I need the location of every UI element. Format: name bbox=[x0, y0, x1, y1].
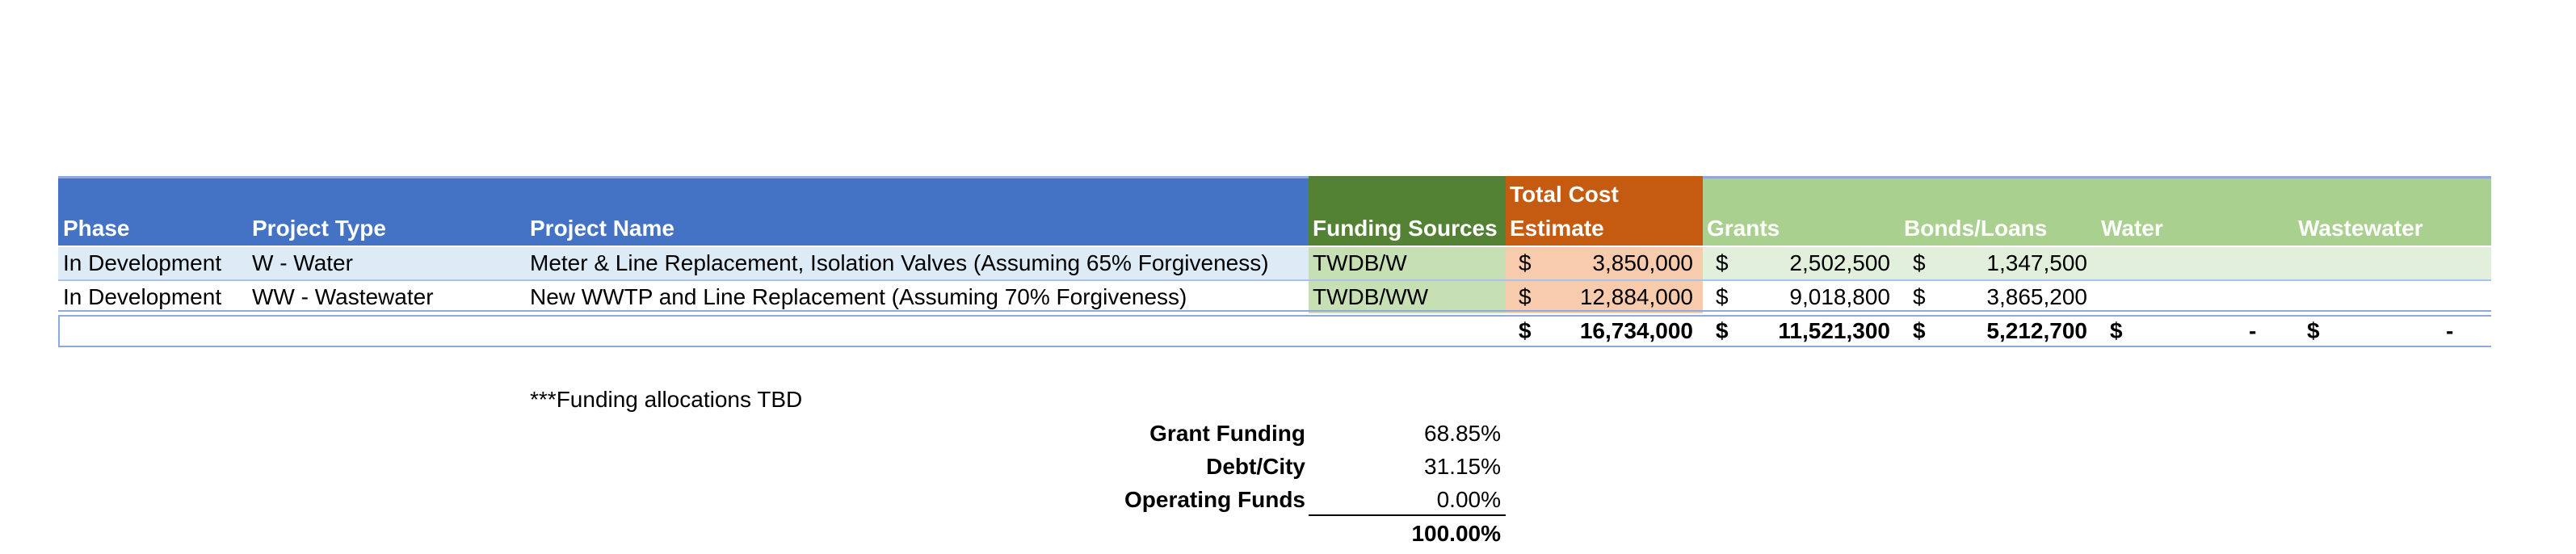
table-row-1-funding: TWDB/W bbox=[1313, 250, 1407, 275]
totals-wastewater-symbol: $ bbox=[2307, 318, 2320, 343]
summary-value-debt-city: 31.15% bbox=[1424, 454, 1501, 479]
totals-cost-symbol: $ bbox=[1519, 318, 1532, 343]
summary-label-grant-funding: Grant Funding bbox=[1149, 421, 1305, 446]
header-funding-sources: Funding Sources bbox=[1313, 216, 1498, 241]
header-wastewater: Wastewater bbox=[2298, 216, 2423, 241]
table-row-1-cost-symbol: $ bbox=[1519, 250, 1532, 275]
row2-funding-bg bbox=[1309, 281, 1506, 313]
header-border-blue bbox=[58, 176, 1309, 178]
totals-grants: 11,521,300 bbox=[1778, 318, 1890, 343]
row1-blue-bg bbox=[58, 247, 1309, 279]
table-row-2-bonds: 3,865,200 bbox=[1986, 284, 2087, 309]
funding-note: ***Funding allocations TBD bbox=[530, 387, 803, 412]
header-phase-bg bbox=[58, 176, 1309, 246]
table-row-1-grants-symbol: $ bbox=[1716, 250, 1729, 275]
summary-total: 100.00% bbox=[1411, 521, 1501, 546]
summary-label-debt-city: Debt/City bbox=[1206, 454, 1305, 479]
header-border-green bbox=[1703, 176, 2491, 178]
table-row-1-phase: In Development bbox=[63, 250, 222, 275]
table-row-2-cost-symbol: $ bbox=[1519, 284, 1532, 309]
table-row-1-name: Meter & Line Replacement, Isolation Valv… bbox=[530, 250, 1269, 275]
header-funding-bg bbox=[1309, 176, 1506, 246]
table-row-1-cost: 3,850,000 bbox=[1592, 250, 1693, 275]
header-water: Water bbox=[2101, 216, 2163, 241]
header-phase: Phase bbox=[63, 216, 130, 241]
header-total-cost-line2: Estimate bbox=[1510, 216, 1604, 241]
table-row-1-bonds: 1,347,500 bbox=[1986, 250, 2087, 275]
header-cost-bg bbox=[1506, 176, 1703, 246]
totals-water: - bbox=[2249, 318, 2257, 343]
totals-row-box bbox=[58, 317, 2491, 347]
summary-underline bbox=[1309, 514, 1506, 516]
row2-cost-bg bbox=[1506, 281, 1703, 313]
totals-water-symbol: $ bbox=[2110, 318, 2123, 343]
table-row-2-grants: 9,018,800 bbox=[1789, 284, 1890, 309]
table-row-1-type: W - Water bbox=[252, 250, 353, 275]
table-row-2-funding: TWDB/WW bbox=[1313, 284, 1429, 309]
table-row-2-cost: 12,884,000 bbox=[1579, 284, 1693, 309]
totals-cost: 16,734,000 bbox=[1579, 318, 1693, 343]
totals-double-border bbox=[58, 310, 2491, 317]
table-row-2-name: New WWTP and Line Replacement (Assuming … bbox=[530, 284, 1187, 309]
table-row-1-grants: 2,502,500 bbox=[1789, 250, 1890, 275]
header-total-cost-line1: Total Cost bbox=[1510, 182, 1619, 207]
table-row-2-bonds-symbol: $ bbox=[1913, 284, 1926, 309]
summary-value-grant-funding: 68.85% bbox=[1424, 421, 1501, 446]
table-row-2-phase: In Development bbox=[63, 284, 222, 309]
row1-funding-bg bbox=[1309, 247, 1506, 279]
summary-label-operating-funds: Operating Funds bbox=[1124, 487, 1305, 512]
table-row-1-bonds-symbol: $ bbox=[1913, 250, 1926, 275]
totals-bonds: 5,212,700 bbox=[1986, 318, 2087, 343]
row-separator bbox=[58, 279, 2491, 281]
totals-wastewater: - bbox=[2446, 318, 2454, 343]
totals-bonds-symbol: $ bbox=[1913, 318, 1926, 343]
header-project-type: Project Type bbox=[252, 216, 386, 241]
header-grants-bg bbox=[1703, 176, 2491, 246]
header-project-name: Project Name bbox=[530, 216, 674, 241]
header-bonds-loans: Bonds/Loans bbox=[1904, 216, 2048, 241]
totals-grants-symbol: $ bbox=[1716, 318, 1729, 343]
header-grants: Grants bbox=[1707, 216, 1780, 241]
row1-pale-bg bbox=[1703, 247, 2491, 279]
table-row-2-type: WW - Wastewater bbox=[252, 284, 434, 309]
summary-value-operating-funds: 0.00% bbox=[1436, 487, 1501, 512]
row1-cost-bg bbox=[1506, 247, 1703, 279]
table-row-2-grants-symbol: $ bbox=[1716, 284, 1729, 309]
